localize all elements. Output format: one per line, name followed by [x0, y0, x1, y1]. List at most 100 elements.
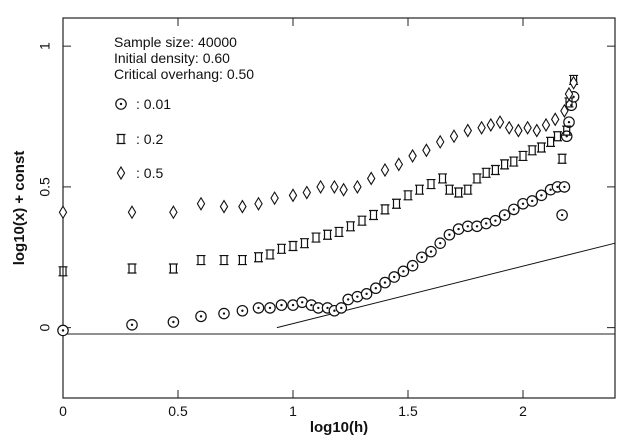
data-point	[408, 148, 417, 163]
data-point	[558, 181, 571, 193]
data-point	[495, 115, 505, 130]
y-tick-label: 1	[37, 42, 53, 50]
data-point	[380, 204, 390, 215]
data-point	[507, 203, 520, 216]
data-point	[254, 196, 263, 211]
data-point	[498, 209, 511, 221]
data-point	[254, 252, 263, 263]
data-point	[490, 164, 500, 176]
data-point	[563, 116, 575, 128]
data-point	[444, 184, 454, 195]
data-point	[126, 319, 138, 331]
annotation-initial-density: Initial density: 0.60	[114, 50, 230, 66]
x-tick-label: 1.5	[398, 403, 418, 419]
x-tick-labels: 0 0.5 1 1.5 2	[59, 403, 527, 419]
data-point	[335, 302, 348, 314]
data-point	[517, 197, 529, 210]
y-axis-label: log10(x) + const	[11, 151, 28, 266]
data-point	[330, 179, 339, 194]
data-point	[527, 145, 537, 156]
data-point	[302, 185, 312, 200]
data-point	[489, 214, 502, 227]
data-point	[288, 240, 298, 252]
data-point	[288, 188, 298, 203]
data-point	[195, 310, 207, 323]
data-point	[481, 167, 491, 178]
data-point	[500, 159, 510, 170]
data-point	[388, 271, 400, 283]
x-axis-label: log10(h)	[310, 419, 368, 436]
data-point	[435, 134, 445, 149]
data-point	[238, 199, 247, 214]
series-1	[57, 91, 580, 337]
data-point	[275, 299, 288, 311]
data-point	[369, 209, 378, 221]
data-point	[397, 265, 410, 278]
x-tick-label: 0	[59, 403, 67, 419]
x-tick-label: 0.5	[168, 403, 188, 419]
y-tick-label: 0.5	[37, 177, 53, 197]
data-point	[311, 232, 321, 243]
data-point	[219, 254, 229, 266]
data-points	[57, 74, 580, 337]
data-point	[557, 153, 567, 164]
series-2	[58, 74, 579, 277]
data-point	[167, 316, 180, 328]
data-point	[168, 263, 178, 274]
data-point	[553, 131, 562, 142]
data-point	[265, 249, 275, 260]
x-tick-label: 1	[289, 403, 297, 419]
data-point	[392, 198, 401, 209]
legend-marker-2	[116, 133, 126, 145]
data-point	[422, 143, 431, 158]
data-point	[535, 189, 548, 202]
data-point	[514, 123, 523, 138]
annotation-sample-size: Sample size: 40000	[114, 34, 237, 50]
legend-label-1: : 0.01	[136, 96, 171, 112]
data-point	[438, 173, 447, 184]
data-point	[550, 112, 560, 127]
data-point	[523, 120, 532, 135]
legend-marker-1	[115, 98, 127, 110]
data-point	[518, 150, 528, 162]
data-point	[536, 142, 546, 153]
data-point	[562, 125, 572, 136]
data-point	[477, 120, 486, 135]
data-point	[366, 171, 376, 186]
data-point	[471, 220, 483, 233]
data-point	[560, 130, 573, 143]
data-point	[380, 162, 390, 178]
data-point	[564, 86, 574, 102]
data-point	[58, 266, 68, 277]
data-point	[369, 282, 382, 295]
data-point	[277, 243, 286, 254]
data-point	[196, 254, 206, 266]
data-point	[504, 120, 514, 135]
data-point	[443, 228, 456, 241]
data-point	[415, 184, 424, 195]
data-point	[57, 324, 69, 337]
data-point	[546, 136, 556, 147]
data-point	[403, 190, 413, 201]
data-point	[316, 179, 325, 194]
legend-label-2: : 0.2	[136, 131, 163, 147]
data-point	[434, 237, 446, 249]
data-point	[360, 288, 373, 300]
data-point	[452, 223, 465, 235]
x-tick-label: 2	[519, 403, 527, 419]
data-point	[463, 123, 473, 138]
series-3	[58, 75, 578, 220]
data-point	[58, 205, 68, 220]
data-point	[532, 123, 542, 138]
data-point	[560, 103, 569, 118]
data-point	[415, 251, 428, 264]
data-point	[353, 179, 362, 194]
data-point	[334, 226, 344, 238]
data-point	[339, 182, 348, 197]
data-point	[449, 129, 459, 144]
data-point	[264, 302, 276, 314]
data-point	[569, 75, 578, 90]
data-point	[541, 117, 551, 133]
data-point	[556, 209, 568, 221]
